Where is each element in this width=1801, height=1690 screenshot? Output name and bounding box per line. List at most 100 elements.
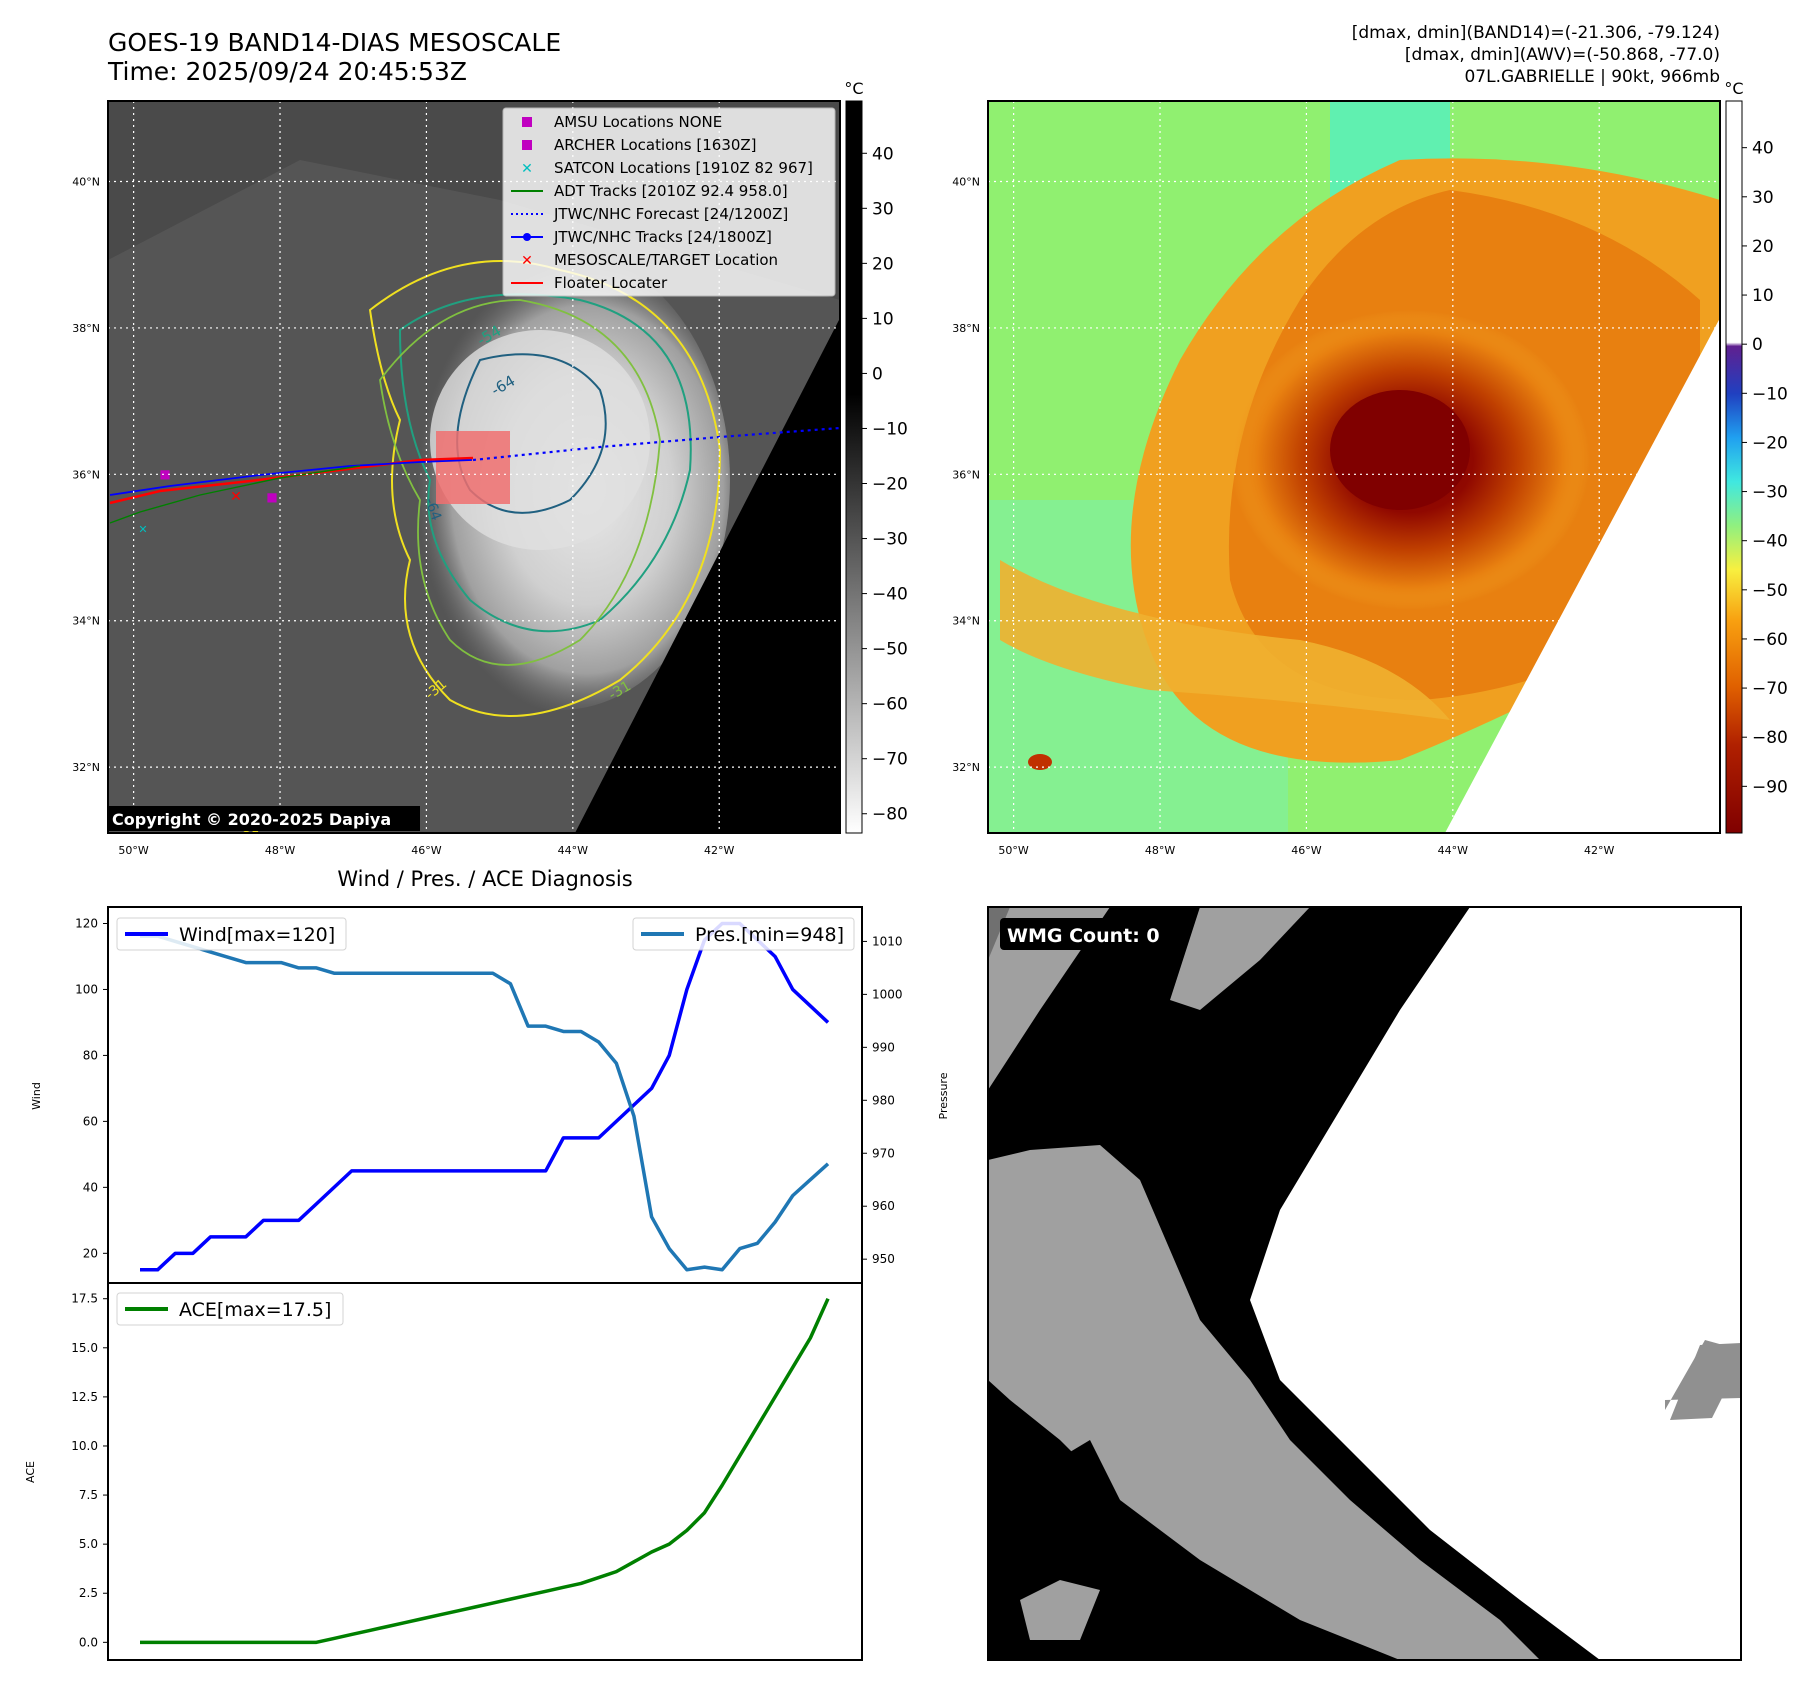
ir-lat-label: 34°N <box>72 615 100 628</box>
ace-legend: ACE[max=17.5] <box>116 1292 344 1326</box>
wv-colorbar-tick-label: 10 <box>1752 286 1774 306</box>
ace-ytick-label: 7.5 <box>79 1488 98 1502</box>
wv-colorbar-tick-label: 30 <box>1752 188 1774 208</box>
ir-lat-label: 40°N <box>72 176 100 189</box>
wv-colorbar-tick-label: −80 <box>1752 728 1788 748</box>
stats-band14: [dmax, dmin](BAND14)=(-21.306, -79.124) <box>1352 23 1720 43</box>
archer-marker-1: ■ <box>266 490 277 504</box>
gray-colorbar-tick-label: −70 <box>872 750 908 770</box>
wind-legend: Wind[max=120] Pres.[min=948] <box>116 917 855 951</box>
gray-colorbar-tick-label: −60 <box>872 695 908 715</box>
ace-chart-frame <box>107 1282 863 1661</box>
wv-map-frame <box>987 100 1721 834</box>
gray-colorbar-strip <box>845 100 863 834</box>
wind-ytick-label: 80 <box>83 1048 98 1062</box>
ace-axis-label: ACE <box>24 1461 37 1483</box>
wind-ytick-label: 100 <box>75 982 98 996</box>
ir-lat-label: 32°N <box>72 761 100 774</box>
ace-legend-label: ACE[max=17.5] <box>179 1299 331 1321</box>
main-title: GOES-19 BAND14-DIAS MESOSCALE <box>108 28 561 57</box>
wind-ytick-label: 120 <box>75 916 98 930</box>
wv-colorbar-tick-label: 0 <box>1752 335 1763 355</box>
gray-colorbar-tick-label: −30 <box>872 530 908 550</box>
wv-storm-cell <box>1028 754 1052 770</box>
target-marker-1: ✕ <box>230 489 242 505</box>
wv-colorbar-tick-label: −60 <box>1752 630 1788 650</box>
legend-marker-square <box>522 117 532 127</box>
legend-label: SATCON Locations [1910Z 82 967] <box>554 159 813 177</box>
ace-series-line <box>140 1297 830 1645</box>
wv-colorbar-tick-label: −30 <box>1752 483 1788 503</box>
wmg-dark-pocket <box>1030 1440 1120 1560</box>
gray-colorbar-tick-label: −50 <box>872 640 908 660</box>
legend-label: ADT Tracks [2010Z 92.4 958.0] <box>554 182 788 200</box>
legend-marker-dot <box>523 233 531 241</box>
wmg-frame <box>987 906 1742 1661</box>
wind-legend-box <box>116 917 347 951</box>
pressure-series-line <box>140 934 830 1272</box>
ir-lon-label: 46°W <box>411 844 441 857</box>
wind-legend-label: Wind[max=120] <box>179 924 335 946</box>
legend-label: JTWC/NHC Forecast [24/1200Z] <box>553 205 788 223</box>
diagnosis-title: Wind / Pres. / ACE Diagnosis <box>337 867 632 891</box>
ace-legend-box <box>116 1292 344 1326</box>
ir-lat-label: 36°N <box>72 468 100 481</box>
wmg-gray-top <box>988 907 1110 1090</box>
contour-label-3: -64 <box>421 496 444 523</box>
wind-axis-label: Wind <box>30 1082 43 1110</box>
legend-label: ARCHER Locations [1630Z] <box>554 136 757 154</box>
wv-lat-label: 40°N <box>952 176 980 189</box>
legend-box <box>502 107 836 297</box>
wv-colorbar-tick-label: −20 <box>1752 433 1788 453</box>
ir-lon-label: 48°W <box>265 844 295 857</box>
ace-ytick-label: 17.5 <box>71 1292 98 1306</box>
wmg-edge-patch-2 <box>1670 1343 1741 1420</box>
ir-night-mask <box>575 318 840 833</box>
wv-colorbar-tick-label: −50 <box>1752 581 1788 601</box>
jtwc-forecast-line <box>472 426 840 462</box>
ir-lat-label: 38°N <box>72 322 100 335</box>
gray-colorbar-tick-label: 0 <box>872 364 883 384</box>
pressure-ytick-label: 970 <box>872 1146 895 1160</box>
wv-colorbar-strip <box>1725 100 1743 834</box>
wind-ytick-label: 20 <box>83 1246 98 1260</box>
pressure-legend-box <box>632 917 855 951</box>
wv-colorbar-tick-label: −10 <box>1752 384 1788 404</box>
wv-night-mask <box>1445 318 1720 833</box>
gray-colorbar: °C 40 30 20 10 0 −10 −20 −30 −40 −50 −60 −70 −80 <box>844 79 908 834</box>
wv-eye <box>1330 390 1470 510</box>
wmg-label-box <box>1000 918 1180 950</box>
gray-colorbar-tick-label: 20 <box>872 254 894 274</box>
ace-ytick-label: 5.0 <box>79 1537 98 1551</box>
satcon-marker: ✕ <box>138 523 147 536</box>
ir-lon-label: 42°W <box>704 844 734 857</box>
pressure-axis-label: Pressure <box>937 1072 950 1119</box>
wmg-count-label: WMG Count: 0 <box>1007 925 1160 947</box>
wind-pressure-chart: 20 40 60 80 100 120 950 960 970 980 990 1000 1010 Wi… <box>30 906 950 1284</box>
ace-ytick-label: 10.0 <box>71 1439 98 1453</box>
wv-lon-label: 48°W <box>1145 844 1175 857</box>
wv-lon-label: 42°W <box>1584 844 1614 857</box>
time-title: Time: 2025/09/24 20:45:53Z <box>107 57 467 86</box>
wv-colorbar-tick-label: 20 <box>1752 237 1774 257</box>
stats-awv: [dmax, dmin](AWV)=(-50.868, -77.0) <box>1405 45 1720 65</box>
ace-ytick-label: 0.0 <box>79 1635 98 1649</box>
ir-lon-label: 50°W <box>118 844 148 857</box>
contour-54 <box>398 293 692 633</box>
wv-lat-label: 38°N <box>952 322 980 335</box>
legend-marker-x: ✕ <box>521 253 533 269</box>
ir-map-frame <box>107 100 841 834</box>
ir-map-panel: ✕ ■ ■ ✕ -54 -64 -64 -31 -31 -31 Copyrigh… <box>72 100 841 857</box>
wv-lat-label: 34°N <box>952 615 980 628</box>
floater-box <box>436 431 510 504</box>
wv-colorbar-tick-label: −40 <box>1752 532 1788 552</box>
wv-colorbar-unit: °C <box>1724 79 1743 98</box>
ir-lon-label: 44°W <box>558 844 588 857</box>
pressure-ytick-label: 1000 <box>872 987 903 1001</box>
gray-colorbar-tick-label: −40 <box>872 585 908 605</box>
wmg-gray-patch <box>1170 907 1310 1010</box>
copyright-text: Copyright © 2020-2025 Dapiya <box>112 810 391 829</box>
wv-colorbar-tick-label: −70 <box>1752 679 1788 699</box>
legend-label: JTWC/NHC Tracks [24/1800Z] <box>553 228 772 246</box>
wv-colorbar: °C 40 30 20 10 0 −10 −20 −30 −40 −50 −60 −70 −80 −90 <box>1724 79 1788 834</box>
